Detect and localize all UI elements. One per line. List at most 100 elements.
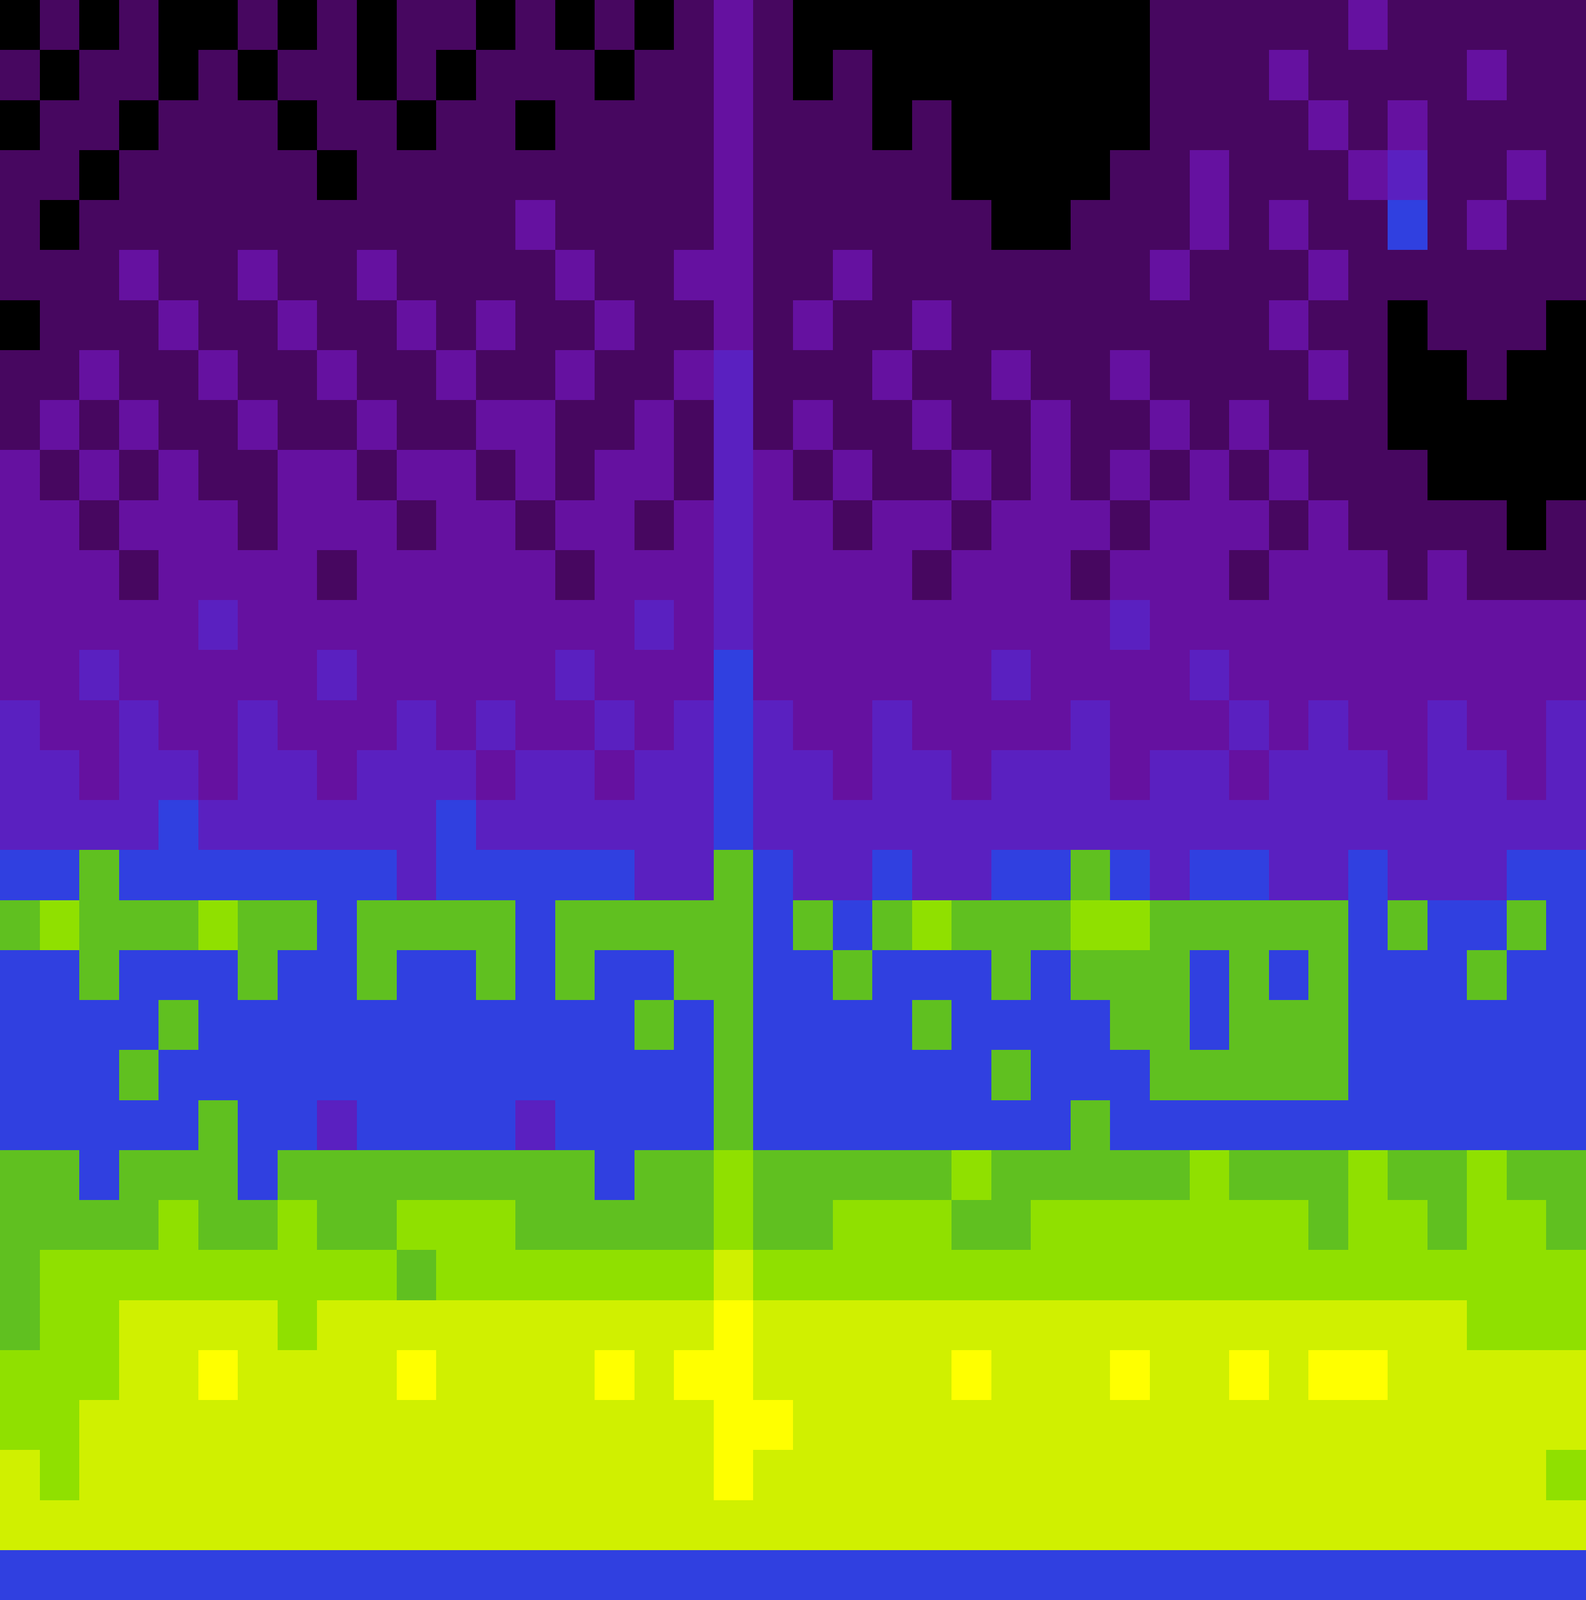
heatmap-cell xyxy=(713,550,754,601)
heatmap-cell xyxy=(1546,700,1586,751)
heatmap-cell xyxy=(1546,949,1586,1001)
heatmap-cell xyxy=(1546,1399,1586,1451)
heatmap-cell xyxy=(277,1499,318,1551)
heatmap-cell xyxy=(158,500,199,551)
heatmap-cell xyxy=(237,150,278,201)
heatmap-cell xyxy=(1149,49,1190,101)
heatmap-cell xyxy=(316,949,357,1001)
heatmap-cell xyxy=(515,49,556,101)
heatmap-cell xyxy=(198,849,239,901)
heatmap-cell xyxy=(673,900,714,951)
heatmap-cell xyxy=(1149,1149,1190,1201)
heatmap-cell xyxy=(1546,300,1586,351)
heatmap-cell xyxy=(1348,0,1389,51)
heatmap-cell xyxy=(476,1349,516,1401)
heatmap-cell xyxy=(198,1249,239,1300)
heatmap-cell xyxy=(0,100,40,151)
heatmap-cell xyxy=(555,799,596,851)
heatmap-cell xyxy=(158,1299,199,1351)
heatmap-cell xyxy=(356,649,397,701)
heatmap-cell xyxy=(237,749,278,801)
heatmap-cell xyxy=(594,300,635,351)
heatmap-cell xyxy=(39,1449,80,1500)
heatmap-cell xyxy=(396,1199,437,1251)
heatmap-cell xyxy=(277,0,318,51)
heatmap-cell xyxy=(1466,700,1507,751)
heatmap-cell xyxy=(396,350,437,401)
heatmap-cell xyxy=(594,1449,635,1500)
heatmap-cell xyxy=(476,1199,516,1251)
heatmap-cell xyxy=(1189,249,1230,301)
heatmap-cell xyxy=(515,399,556,451)
heatmap-cell xyxy=(912,599,953,651)
heatmap-cell xyxy=(1030,100,1071,151)
heatmap-cell xyxy=(951,100,992,151)
heatmap-cell xyxy=(753,1499,793,1551)
heatmap-cell xyxy=(79,599,120,651)
heatmap-cell xyxy=(476,150,516,201)
heatmap-cell xyxy=(991,849,1032,901)
heatmap-cell xyxy=(1506,900,1547,951)
heatmap-cell xyxy=(316,350,357,401)
heatmap-cell xyxy=(912,1399,953,1451)
heatmap-cell xyxy=(1348,1249,1389,1300)
heatmap-cell xyxy=(436,150,477,201)
heatmap-cell xyxy=(1189,849,1230,901)
heatmap-cell xyxy=(237,799,278,851)
heatmap-cell xyxy=(277,1399,318,1451)
heatmap-cell xyxy=(793,300,833,351)
heatmap-cell xyxy=(555,350,596,401)
heatmap-cell xyxy=(991,1549,1032,1600)
heatmap-cell xyxy=(396,649,437,701)
heatmap-cell xyxy=(1427,49,1468,101)
heatmap-cell xyxy=(1427,150,1468,201)
heatmap-cell xyxy=(316,550,357,601)
heatmap-cell xyxy=(436,999,477,1051)
heatmap-cell xyxy=(39,300,80,351)
heatmap-cell xyxy=(316,1349,357,1401)
heatmap-cell xyxy=(356,1149,397,1201)
heatmap-cell xyxy=(79,1100,120,1151)
heatmap-cell xyxy=(634,1199,675,1251)
heatmap-cell xyxy=(1427,1149,1468,1201)
heatmap-cell xyxy=(237,0,278,51)
heatmap-cell xyxy=(198,249,239,301)
heatmap-cell xyxy=(1109,1449,1150,1500)
heatmap-cell xyxy=(1149,1249,1190,1300)
heatmap-cell xyxy=(753,849,793,901)
heatmap-cell xyxy=(1149,749,1190,801)
heatmap-cell xyxy=(1109,1499,1150,1551)
heatmap-cell xyxy=(316,1249,357,1300)
heatmap-cell xyxy=(1149,150,1190,201)
heatmap-cell xyxy=(951,1249,992,1300)
heatmap-cell xyxy=(436,1349,477,1401)
heatmap-cell xyxy=(673,949,714,1001)
heatmap-cell xyxy=(1387,799,1428,851)
heatmap-cell xyxy=(634,1499,675,1551)
heatmap-cell xyxy=(436,0,477,51)
heatmap-cell xyxy=(951,999,992,1051)
heatmap-cell xyxy=(634,649,675,701)
heatmap-cell xyxy=(356,0,397,51)
heatmap-cell xyxy=(1269,100,1309,151)
heatmap-cell xyxy=(1189,1549,1230,1600)
heatmap-cell xyxy=(237,100,278,151)
heatmap-cell xyxy=(1387,649,1428,701)
heatmap-cell xyxy=(1348,300,1389,351)
heatmap-cell xyxy=(198,350,239,401)
heatmap-cell xyxy=(1109,350,1150,401)
heatmap-cell xyxy=(713,1499,754,1551)
heatmap-cell xyxy=(1466,550,1507,601)
heatmap-cell xyxy=(0,49,40,101)
heatmap-cell xyxy=(436,550,477,601)
heatmap-cell xyxy=(1269,1049,1309,1101)
heatmap-cell xyxy=(634,799,675,851)
heatmap-cell xyxy=(1109,1349,1150,1401)
heatmap-cell xyxy=(436,1299,477,1351)
heatmap-cell xyxy=(713,1299,754,1351)
heatmap-cell xyxy=(39,649,80,701)
heatmap-cell xyxy=(1030,300,1071,351)
heatmap-cell xyxy=(753,999,793,1051)
heatmap-cell xyxy=(1070,350,1111,401)
heatmap-cell xyxy=(991,949,1032,1001)
